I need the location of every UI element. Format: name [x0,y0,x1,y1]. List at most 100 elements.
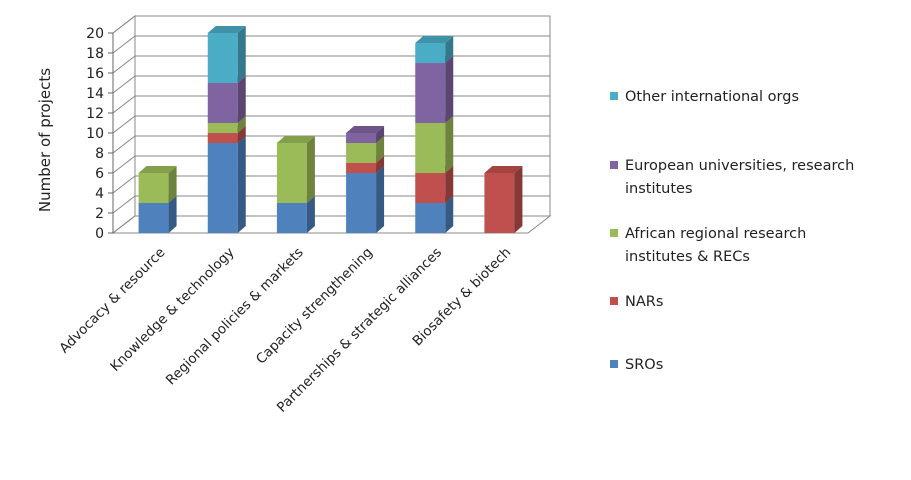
gridline-side [112,115,136,134]
legend-label: institutes & RECs [625,249,750,265]
gridline-side [112,155,136,174]
y-tick-label: 12 [86,106,104,122]
bar-side [306,196,315,233]
legend-item: European universities, research institute… [610,158,854,197]
bar-front [346,163,377,173]
x-tick-label: Capacity strengthening [253,245,376,368]
bar-side [237,136,246,233]
bar-front [346,133,377,143]
legend-label: African regional research [625,226,806,242]
legend-label: Other international orgs [625,89,799,105]
y-tick-label: 20 [86,26,104,42]
x-tick-label: Regional policies & markets [163,245,307,389]
bar-front [138,173,169,203]
bar-front [207,33,238,83]
legend-swatch [610,161,618,169]
bar-side [445,116,454,173]
bar-segment [415,36,454,63]
bar-side [445,56,454,123]
bar-segment [276,196,315,233]
legend-swatch [610,229,618,237]
bar-side [514,166,523,233]
gridline-side [112,195,136,214]
y-tick-label: 16 [86,66,104,82]
bar-front [484,173,515,233]
y-tick-label: 10 [86,126,104,142]
legend: Other international orgs European univers… [610,89,854,373]
bar-segment [415,56,454,123]
bar-side [445,166,454,203]
bar-front [415,203,446,233]
bar-top [276,136,315,143]
bar-segment [138,166,177,203]
bar-front [415,63,446,123]
y-tick-label: 0 [95,226,104,242]
legend-item: NARs [610,294,663,310]
legend-item: Other international orgs [610,89,799,105]
legend-swatch [610,92,618,100]
y-tick-label: 2 [95,206,104,222]
bar-front [415,173,446,203]
bar-front [415,43,446,63]
legend-swatch [610,297,618,305]
bar-side [376,126,385,143]
bar-front [276,203,307,233]
x-tick-label: Knowledge & technology [107,245,237,375]
bar-segment [207,76,246,123]
bar-side [168,166,177,203]
bars [138,26,523,233]
bar-side [237,126,246,143]
bar-front [207,143,238,233]
bar-side [376,166,385,233]
legend-label: institutes [625,181,693,197]
bar-side [237,116,246,133]
bar-front [138,203,169,233]
bar-front [415,123,446,173]
bar-top [207,26,246,33]
legend-item: African regional research institutes & RE… [610,226,806,265]
legend-label: European universities, research [625,158,854,174]
bar-segment [484,166,523,233]
bar-segment [346,166,385,233]
gridline-side [112,55,136,74]
gridline-side [112,175,136,194]
y-axis-ticks: 0 2 4 6 8 10 12 14 16 18 20 [86,26,104,242]
bar-front [207,123,238,133]
y-tick-label: 14 [86,86,104,102]
bar-top [415,36,454,43]
bar-side [376,156,385,173]
y-tick-label: 6 [95,166,104,182]
legend-swatch [610,360,618,368]
bar-side [306,136,315,203]
legend-label: NARs [625,294,663,310]
gridlines [108,15,550,234]
bar-front [276,143,307,203]
bar-side [376,136,385,163]
bar-side [237,76,246,123]
y-tick-label: 18 [86,46,104,62]
gridline-side [112,75,136,94]
bar-side [237,26,246,83]
bar-segment [276,136,315,203]
bar-side [168,196,177,233]
bar-top [484,166,523,173]
bar-segment [415,116,454,173]
legend-item: SROs [610,357,663,373]
bar-segment [346,126,385,143]
bar-front [207,133,238,143]
bar-side [445,196,454,233]
bar-side [445,36,454,63]
bar-segment [207,26,246,83]
y-axis-label: Number of projects [36,68,54,212]
legend-label: SROs [625,357,663,373]
bar-front [346,143,377,163]
bar-top [138,166,177,173]
bar-front [207,83,238,123]
gridline-side [112,135,136,154]
bar-segment [207,136,246,233]
y-tick-label: 8 [95,146,104,162]
gridline-side [112,15,136,34]
bar-front [346,173,377,233]
